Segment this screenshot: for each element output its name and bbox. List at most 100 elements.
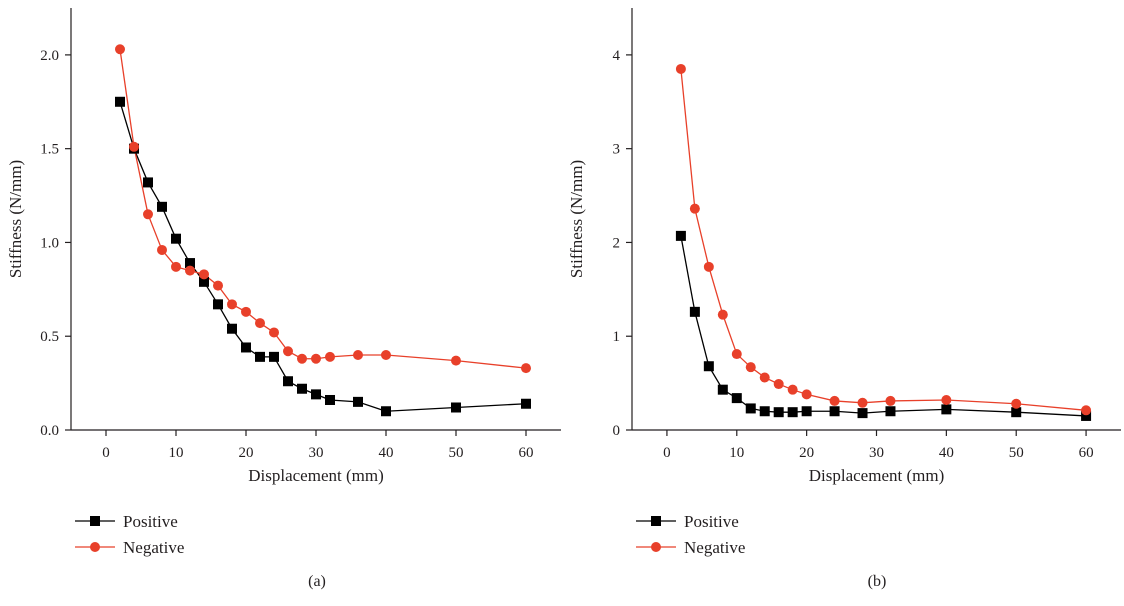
data-point-positive	[185, 258, 195, 269]
data-point-positive	[857, 408, 868, 419]
chart-panel-1: 0 10 20 30 40 50 60 0.0 0.5 1.0 1.5 2.0 Displacement…	[6, 8, 561, 590]
x-axis-title: Displacement (mm)	[248, 466, 384, 485]
legend-item-positive: Positive	[636, 512, 739, 531]
data-point-negative	[227, 299, 237, 310]
legend-item-negative: Negative	[636, 538, 745, 557]
data-point-negative	[171, 261, 181, 272]
legend-label: Negative	[123, 538, 184, 557]
data-point-positive	[521, 398, 531, 409]
data-point-positive	[675, 230, 686, 241]
x-tick-label: 40	[939, 445, 954, 461]
data-point-negative	[381, 349, 391, 360]
data-point-positive	[325, 394, 335, 405]
x-tick-label: 50	[449, 445, 464, 461]
y-tick-label: 2	[613, 235, 621, 251]
data-point-negative	[283, 346, 293, 357]
x-tick-label: 0	[663, 445, 671, 461]
data-point-negative	[731, 349, 742, 360]
data-point-positive	[703, 361, 714, 372]
data-point-negative	[185, 265, 195, 276]
x-tick-label: 30	[309, 445, 324, 461]
panel-label: (a)	[308, 573, 326, 590]
chart-panel-2: 0 10 20 30 40 50 60 0 1 2 3 4 Displacement (mm) Stiff…	[567, 8, 1121, 590]
data-point-negative	[353, 349, 363, 360]
data-point-negative	[675, 63, 686, 74]
data-point-positive	[885, 406, 896, 417]
y-tick-label: 0	[613, 423, 621, 439]
data-point-positive	[941, 404, 952, 415]
y-tick-label: 1.5	[40, 142, 59, 158]
data-point-negative	[143, 209, 153, 220]
data-point-positive	[269, 351, 279, 362]
x-tick-label: 60	[519, 445, 534, 461]
data-point-negative	[521, 363, 531, 374]
legend-square-marker	[651, 516, 661, 526]
data-point-negative	[801, 389, 812, 400]
x-axis-title: Displacement (mm)	[809, 466, 945, 485]
data-point-positive	[353, 396, 363, 407]
data-point-negative	[689, 203, 700, 214]
data-point-positive	[213, 299, 223, 310]
legend-item-positive: Positive	[75, 512, 178, 531]
data-point-negative	[857, 397, 868, 408]
data-point-positive	[283, 376, 293, 387]
y-tick-label: 1.0	[40, 235, 59, 251]
x-tick-label: 60	[1079, 445, 1094, 461]
data-point-positive	[381, 406, 391, 417]
data-point-negative	[311, 353, 321, 364]
data-point-positive	[297, 383, 307, 394]
data-point-negative	[213, 280, 223, 291]
data-point-negative	[451, 355, 461, 366]
x-tick-label: 20	[799, 445, 814, 461]
data-point-negative	[703, 261, 714, 272]
data-point-positive	[745, 403, 756, 414]
data-point-negative	[829, 395, 840, 406]
data-point-positive	[171, 233, 181, 244]
series-line-negative	[680, 68, 1087, 411]
data-point-negative	[759, 372, 770, 383]
y-axis-title: Stiffness (N/mm)	[6, 160, 25, 278]
x-tick-label: 10	[169, 445, 184, 461]
data-point-negative	[717, 309, 728, 320]
data-point-positive	[801, 406, 812, 417]
data-point-negative	[745, 362, 756, 373]
legend-label: Negative	[684, 538, 745, 557]
data-point-negative	[157, 244, 167, 255]
x-tick-label: 10	[729, 445, 744, 461]
legend-label: Positive	[684, 512, 739, 531]
data-point-negative	[129, 141, 139, 152]
data-point-positive	[227, 323, 237, 334]
data-point-negative	[199, 269, 209, 280]
data-point-positive	[759, 406, 770, 417]
data-point-negative	[255, 318, 265, 329]
x-tick-label: 30	[869, 445, 884, 461]
data-point-negative	[325, 351, 335, 362]
data-point-negative	[297, 353, 307, 364]
series-line-negative	[119, 49, 527, 369]
data-point-positive	[829, 406, 840, 417]
data-point-positive	[1081, 410, 1092, 421]
y-tick-label: 2.0	[40, 48, 59, 64]
legend-circle-marker	[651, 542, 661, 552]
y-tick-label: 4	[613, 48, 621, 64]
data-point-positive	[115, 96, 125, 107]
x-tick-label: 40	[379, 445, 394, 461]
x-tick-label: 50	[1009, 445, 1024, 461]
data-point-positive	[241, 342, 251, 353]
data-point-negative	[1011, 398, 1022, 409]
x-tick-label: 0	[102, 445, 110, 461]
y-tick-label: 0.0	[40, 423, 59, 439]
panel-label: (b)	[868, 573, 887, 590]
data-point-positive	[255, 351, 265, 362]
data-point-negative	[885, 395, 896, 406]
y-tick-label: 1	[613, 329, 621, 345]
data-point-positive	[143, 177, 153, 188]
data-point-positive	[1011, 407, 1022, 418]
y-tick-label: 3	[613, 142, 621, 158]
data-point-negative	[941, 394, 952, 405]
data-point-positive	[787, 407, 798, 418]
data-point-negative	[241, 306, 251, 317]
data-point-positive	[199, 276, 209, 287]
